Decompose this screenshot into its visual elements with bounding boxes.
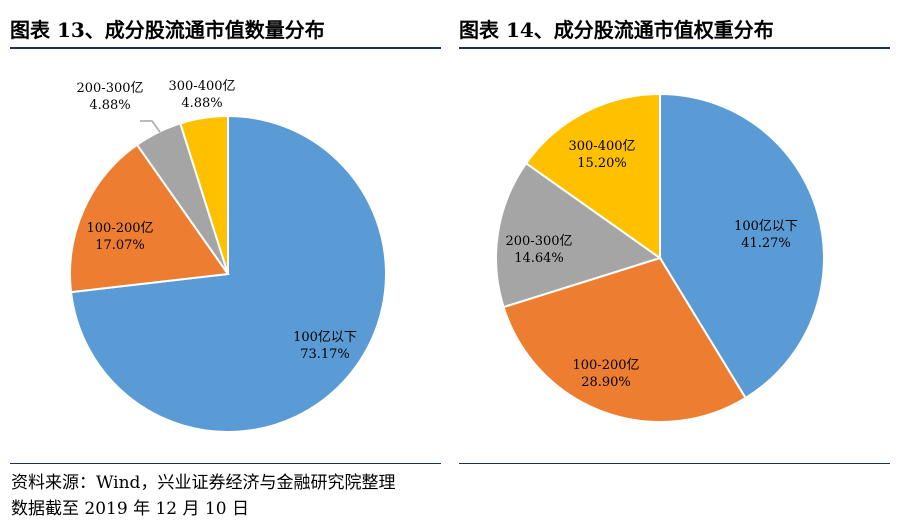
chart1-label-3: 200-300亿: [76, 81, 143, 96]
chart1-value-label-4: 4.88%: [181, 96, 222, 111]
chart2-label-4: 300-400亿: [568, 139, 635, 154]
chart1-bottom-rule: [10, 463, 441, 464]
date-note: 数据截至 2019 年 12 月 10 日: [11, 499, 249, 519]
chart1-value-label-1: 73.17%: [300, 347, 350, 362]
chart2-title: 图表 14、成分股流通市值权重分布: [459, 18, 774, 42]
chart1-leader-line-3: [140, 120, 161, 133]
chart2-slice-2: [502, 256, 747, 423]
chart1-slice-2: [69, 143, 230, 294]
chart1-title: 图表 13、成分股流通市值数量分布: [10, 18, 325, 42]
chart2-value-label-4: 15.20%: [577, 156, 627, 171]
source-note: 资料来源：Wind，兴业证券经济与金融研究院整理: [11, 473, 396, 493]
chart2-value-label-2: 28.90%: [581, 375, 631, 390]
chart2-value-label-1: 41.27%: [741, 236, 791, 251]
chart1-top-rule: [10, 47, 441, 49]
chart2-slice-3: [495, 161, 663, 309]
chart2-slice-4: [524, 92, 661, 260]
chart1-value-label-2: 17.07%: [95, 238, 145, 253]
chart2-slice-1: [659, 92, 825, 400]
chart2-label-3: 200-300亿: [505, 234, 572, 249]
chart2-value-label-3: 14.64%: [514, 251, 564, 266]
chart2-label-2: 100-200亿: [572, 358, 639, 373]
chart1-slice-4: [179, 114, 229, 275]
pie-chart-weight: 100亿以下 41.27% 100-200亿 28.90% 200-300亿 14.64%…: [495, 92, 825, 423]
chart2-top-rule: [459, 47, 890, 49]
chart1-value-label-3: 4.88%: [89, 98, 130, 113]
chart1-label-2: 100-200亿: [86, 221, 153, 236]
chart2-bottom-rule: [459, 463, 890, 464]
chart1-label-1: 100亿以下: [293, 330, 357, 345]
pie-chart-quantity: 100亿以下 73.17% 100-200亿 17.07% 200-300亿 4.88% 3…: [69, 79, 387, 433]
chart1-label-4: 300-400亿: [168, 79, 235, 94]
chart2-label-1: 100亿以下: [734, 219, 798, 234]
